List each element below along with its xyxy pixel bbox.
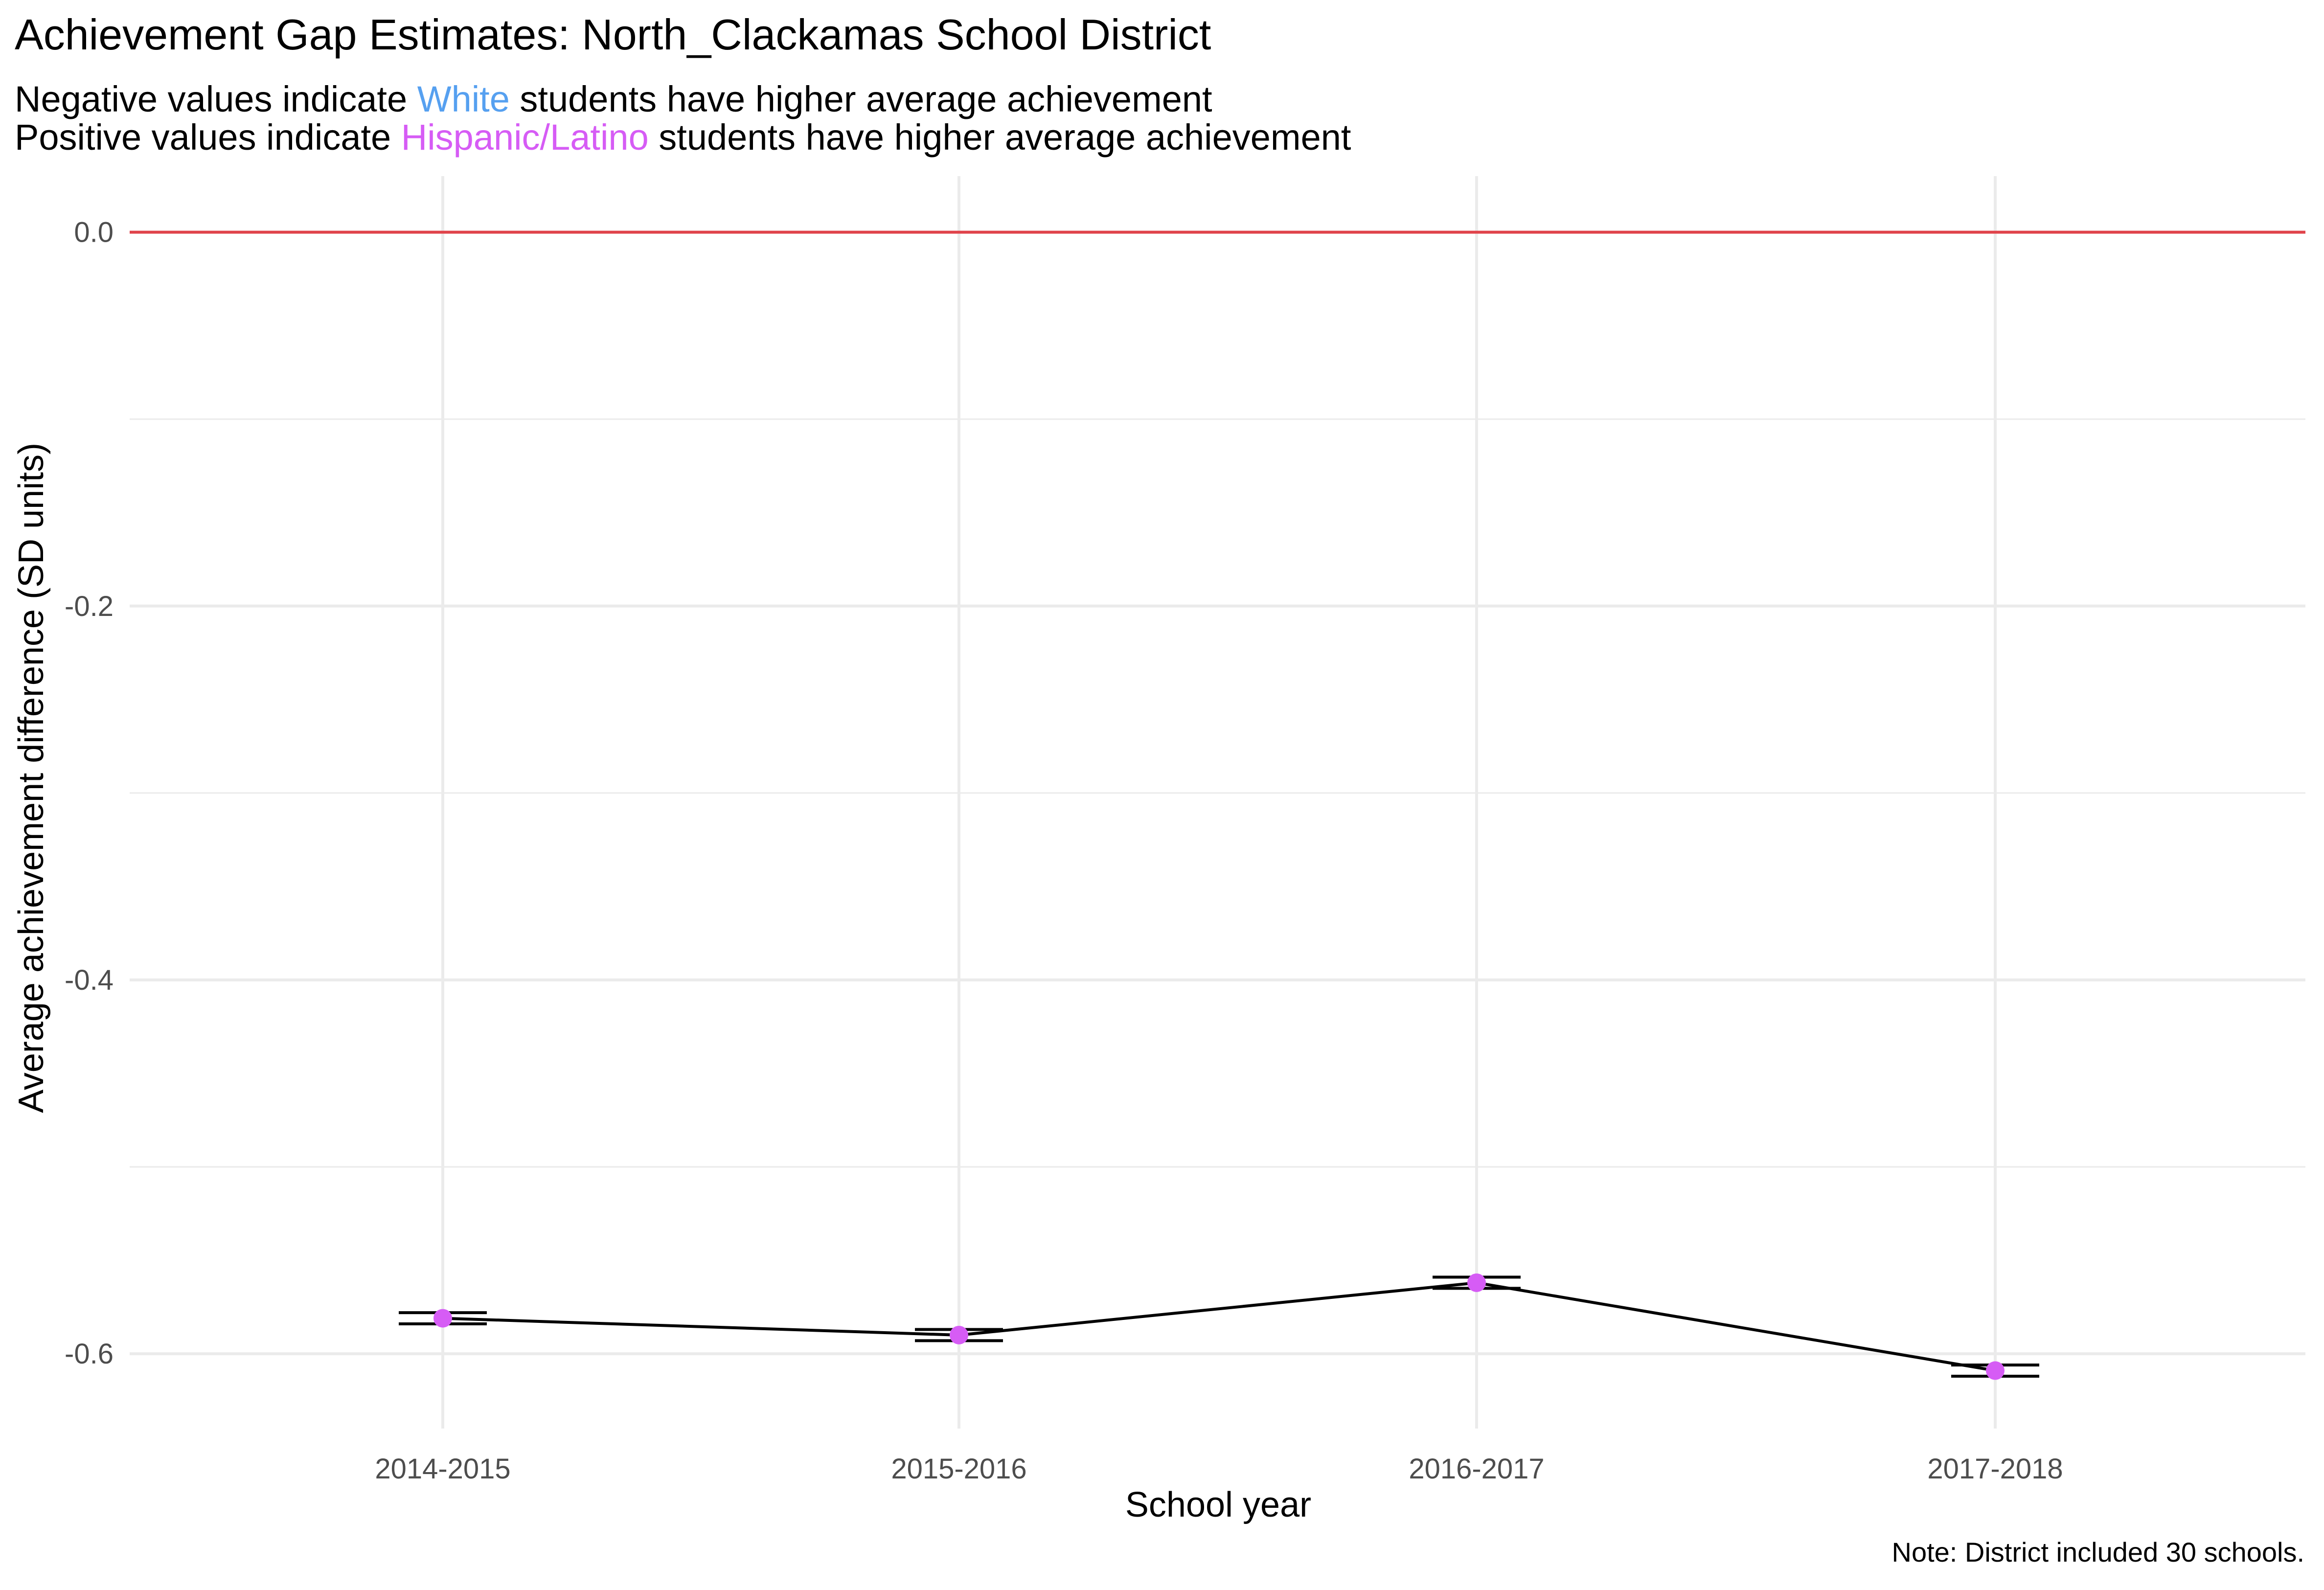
- x-axis-title: School year: [1125, 1485, 1311, 1524]
- data-point-2017-2018: [1986, 1361, 2005, 1380]
- tick-labels: 0.0 -0.2 -0.4 -0.6 2014-2015 2015-2016 2016-20…: [65, 217, 2063, 1485]
- data-point-2015-2016: [950, 1325, 968, 1344]
- chart-title: Achievement Gap Estimates: North_Clackam…: [15, 10, 1211, 59]
- data-point-2014-2015: [433, 1309, 452, 1328]
- subtitle-line-1: Negative values indicate White students …: [15, 78, 1212, 120]
- subtitle-1-before: Negative values indicate: [15, 79, 417, 119]
- gap-series-line: [442, 1281, 1996, 1372]
- grid-lines: [130, 176, 2305, 1429]
- caption-note: Note: District included 30 schools.: [1891, 1537, 2305, 1567]
- data-point-2016-2017: [1467, 1273, 1486, 1292]
- x-tick-label: 2016-2017: [1409, 1453, 1544, 1485]
- subtitle-1-after: students have higher average achievement: [509, 79, 1212, 119]
- y-axis-title: Average achievement difference (SD units…: [12, 443, 51, 1113]
- subtitle-line-2: Positive values indicate Hispanic/Latino…: [15, 116, 1351, 158]
- y-tick-label: 0.0: [74, 217, 114, 249]
- data-layer: [399, 1273, 2039, 1380]
- x-tick-label: 2017-2018: [1927, 1453, 2063, 1485]
- subtitle-2-after: students have higher average achievement: [648, 117, 1351, 158]
- x-tick-label: 2015-2016: [891, 1453, 1026, 1485]
- subtitle-1-white: White: [417, 79, 510, 119]
- subtitle-2-before: Positive values indicate: [15, 117, 401, 158]
- x-tick-label: 2014-2015: [375, 1453, 510, 1485]
- y-tick-label: -0.6: [65, 1338, 114, 1370]
- subtitle-2-hispanic: Hispanic/Latino: [401, 117, 649, 158]
- y-tick-label: -0.2: [65, 591, 114, 622]
- y-tick-label: -0.4: [65, 964, 114, 996]
